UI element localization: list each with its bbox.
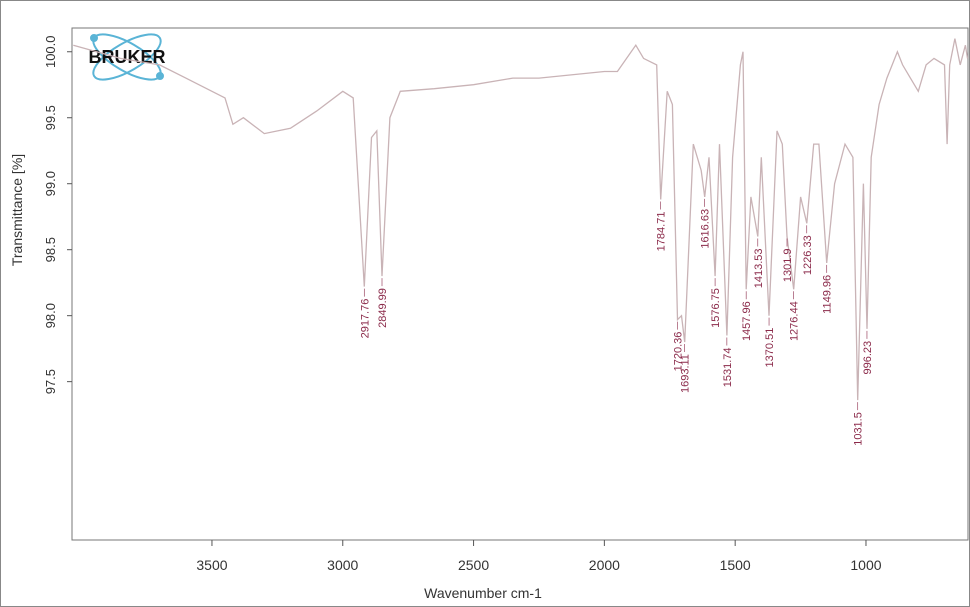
y-axis-label: Transmittance [%] (9, 154, 25, 266)
peak-label: 2849.99 (377, 288, 389, 328)
peak-label: 1226.33 (802, 235, 814, 275)
peak-label: 1784.71 (656, 212, 668, 252)
y-tick-label: 97.5 (43, 369, 58, 394)
peak-label: 1301.9 (782, 248, 794, 282)
y-tick-label: 99.5 (43, 105, 58, 130)
peak-label: 1693.11 (680, 354, 692, 393)
x-tick-label: 3000 (327, 557, 358, 573)
logo-text: BRUKER (88, 47, 165, 67)
spectrum-line (73, 38, 969, 401)
peak-label: 1413.53 (753, 248, 765, 288)
plot-frame (71, 27, 969, 541)
peak-label: 1531.74 (722, 347, 734, 387)
peak-label: 1031.5 (853, 412, 865, 446)
y-tick-label: 98.5 (43, 237, 58, 262)
x-axis-label: Wavenumber cm-1 (424, 585, 542, 601)
peak-label: 2917.76 (359, 299, 371, 339)
peak-label: 1370.51 (764, 328, 776, 368)
x-tick-label: 2500 (458, 557, 489, 573)
peak-label: 1576.75 (710, 288, 722, 328)
y-tick-label: 98.0 (43, 303, 58, 328)
peak-label: 1457.96 (741, 301, 753, 341)
peak-label: 1276.44 (789, 301, 801, 341)
logo-icon (90, 33, 164, 81)
peak-label: 1149.96 (822, 275, 834, 314)
y-tick-label: 100.0 (43, 35, 58, 68)
peak-label: 1616.63 (700, 209, 712, 249)
peak-label: 996.23 (862, 341, 874, 375)
y-tick-label: 99.0 (43, 171, 58, 196)
x-tick-label: 2000 (589, 557, 620, 573)
x-tick-label: 1500 (720, 557, 751, 573)
x-tick-label: 1000 (850, 557, 881, 573)
peak-label: 1720.36 (673, 332, 685, 372)
x-tick-label: 3500 (196, 557, 227, 573)
